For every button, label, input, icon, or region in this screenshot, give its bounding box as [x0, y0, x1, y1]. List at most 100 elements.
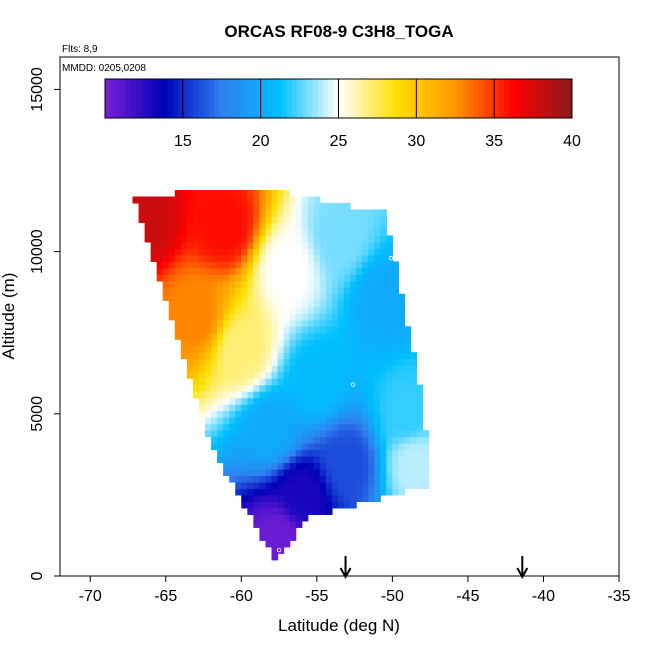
- heatmap-cell: [319, 300, 327, 308]
- heatmap-cell: [217, 189, 224, 198]
- heatmap-cell: [325, 228, 333, 237]
- heatmap-cell: [150, 202, 158, 211]
- heatmap-cell: [295, 267, 303, 275]
- heatmap-cell: [247, 449, 254, 457]
- heatmap-cell: [356, 280, 363, 288]
- heatmap-cell: [168, 248, 176, 256]
- heatmap-cell: [235, 254, 242, 262]
- heatmap-cell: [325, 287, 333, 295]
- heatmap-cell: [295, 313, 303, 321]
- heatmap-cell: [289, 462, 297, 470]
- heatmap-cell: [368, 404, 375, 412]
- heatmap-cell: [241, 423, 248, 431]
- heatmap-cell: [205, 332, 212, 340]
- heatmap-cell: [344, 430, 351, 438]
- heatmap-cell: [180, 287, 188, 295]
- heatmap-cell: [168, 228, 176, 237]
- heatmap-cell: [416, 462, 424, 470]
- heatmap-cell: [386, 235, 393, 243]
- heatmap-cell: [410, 404, 418, 412]
- heatmap-cell: [289, 404, 297, 412]
- heatmap-cell: [174, 287, 182, 295]
- heatmap-cell: [180, 196, 188, 204]
- heatmap-cell: [362, 345, 369, 353]
- heatmap-cell: [319, 455, 327, 464]
- arrow-markers: [339, 556, 529, 580]
- heatmap-cell: [319, 241, 327, 249]
- heatmap-cell: [259, 501, 267, 509]
- heatmap-cell: [350, 494, 357, 502]
- heatmap-cell: [259, 404, 267, 412]
- heatmap-cell: [253, 326, 261, 334]
- heatmap-cell: [241, 449, 248, 457]
- heatmap-cell: [271, 488, 279, 496]
- heatmap-cell: [259, 475, 267, 483]
- heatmap-cell: [150, 248, 158, 256]
- heatmap-cell: [356, 430, 363, 438]
- heatmap-cell: [271, 553, 279, 561]
- heatmap-cell: [368, 326, 375, 334]
- heatmap-cell: [398, 332, 406, 340]
- colorbar-segment: [442, 79, 448, 118]
- heatmap-cell: [229, 475, 236, 483]
- heatmap-cell: [386, 423, 393, 431]
- heatmap-cell: [156, 241, 164, 249]
- heatmap-cell: [253, 520, 261, 528]
- heatmap-cell: [386, 449, 393, 457]
- heatmap-cell: [344, 267, 351, 275]
- heatmap-cell: [380, 468, 387, 477]
- heatmap-cell: [374, 378, 381, 386]
- heatmap-cell: [380, 410, 387, 418]
- heatmap-cell: [223, 319, 230, 327]
- heatmap-cell: [295, 468, 303, 477]
- heatmap-cell: [337, 280, 345, 288]
- colorbar-segment: [312, 79, 319, 118]
- heatmap-cell: [174, 326, 182, 334]
- heatmap-cell: [277, 326, 285, 334]
- heatmap-cell: [380, 449, 387, 457]
- heatmap-cell: [253, 209, 261, 217]
- heatmap-cell: [241, 319, 248, 327]
- heatmap-cell: [192, 326, 200, 334]
- heatmap-cell: [205, 196, 212, 204]
- heatmap-cell: [271, 391, 279, 399]
- heatmap-cell: [386, 274, 393, 282]
- heatmap-cell: [223, 280, 230, 288]
- heatmap-cell: [331, 397, 339, 405]
- heatmap-cell: [331, 384, 339, 392]
- heatmap-cell: [253, 462, 261, 470]
- heatmap-cell: [162, 254, 170, 262]
- heatmap-cell: [422, 443, 430, 451]
- heatmap-cell: [301, 462, 309, 470]
- colorbar-segment: [395, 79, 402, 118]
- heatmap-cell: [235, 423, 242, 431]
- heatmap-cell: [380, 352, 387, 360]
- heatmap-cell: [374, 326, 381, 334]
- heatmap-cell: [217, 241, 224, 249]
- heatmap-cell: [198, 365, 206, 373]
- heatmap-cell: [211, 209, 218, 217]
- heatmap-cell: [265, 254, 273, 262]
- heatmap-cell: [319, 293, 327, 301]
- heatmap-cell: [289, 313, 297, 321]
- heatmap-cell: [368, 462, 375, 470]
- heatmap-cell: [223, 222, 230, 230]
- heatmap-cell: [229, 378, 236, 386]
- heatmap-cell: [271, 468, 279, 477]
- heatmap-cell: [362, 267, 369, 275]
- heatmap-cell: [271, 514, 279, 522]
- heatmap-cell: [205, 215, 212, 224]
- heatmap-cell: [265, 222, 273, 230]
- heatmap-cell: [253, 352, 261, 360]
- heatmap-cell: [404, 410, 412, 418]
- heatmap-cell: [386, 332, 393, 340]
- heatmap-cell: [235, 241, 242, 249]
- colorbar-segment: [447, 79, 454, 118]
- heatmap-cell: [259, 417, 267, 425]
- heatmap-cell: [313, 501, 321, 509]
- heatmap-cell: [198, 254, 206, 262]
- heatmap-cell: [229, 449, 236, 457]
- heatmap-cell: [174, 261, 182, 269]
- heatmap-cell: [356, 313, 363, 321]
- heatmap-cell: [362, 241, 369, 249]
